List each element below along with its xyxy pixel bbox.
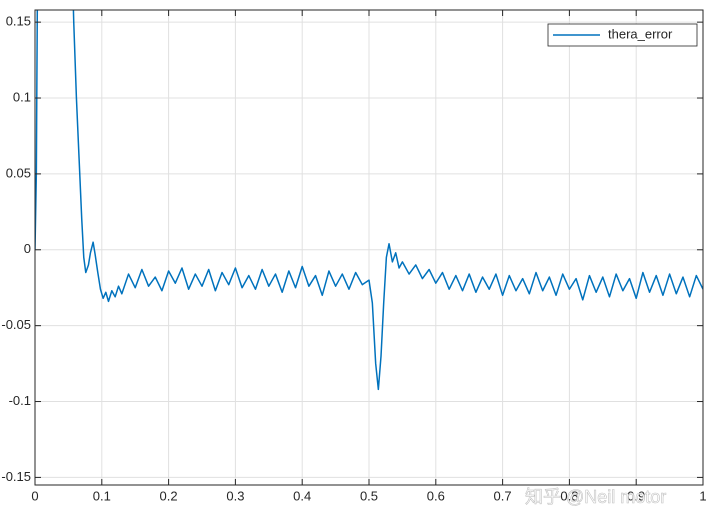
y-tick-label: -0.1 (9, 393, 31, 408)
x-tick-label: 1 (699, 488, 706, 503)
x-tick-label: 0.8 (560, 488, 578, 503)
data-line (35, 10, 703, 391)
x-tick-label: 0.9 (627, 488, 645, 503)
x-tick-label: 0 (31, 488, 38, 503)
x-tick-label: 0.2 (160, 488, 178, 503)
y-tick-label: 0.05 (6, 165, 31, 180)
watermark: 知乎 @Neil motor (525, 487, 666, 507)
x-tick-label: 0.4 (293, 488, 311, 503)
legend-box (547, 23, 698, 47)
y-tick-label: -0.15 (1, 469, 31, 484)
y-tick-label: -0.05 (1, 317, 31, 332)
x-tick-label: 0.6 (427, 488, 445, 503)
x-tick-label: 0.1 (93, 488, 111, 503)
y-tick-label: 0.1 (13, 89, 31, 104)
x-tick-label: 0.7 (494, 488, 512, 503)
x-tick-label: 0.3 (226, 488, 244, 503)
y-tick-label: 0.15 (6, 14, 31, 29)
y-tick-label: 0 (24, 241, 31, 256)
legend: thera_error (547, 23, 698, 47)
legend-label: thera_error (608, 26, 673, 41)
x-tick-label: 0.5 (360, 488, 378, 503)
